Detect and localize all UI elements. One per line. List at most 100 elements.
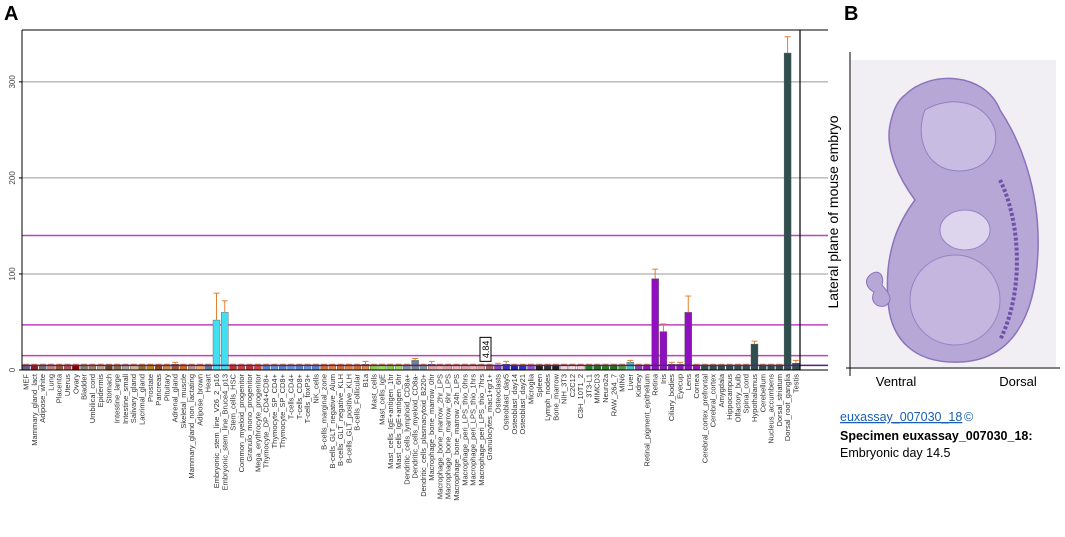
- x-tick-label: Osteoblast_day21: [518, 374, 527, 434]
- bar: [651, 278, 659, 371]
- x-tick-label: Macrophage_peri_LPS_thio_7hrs: [477, 374, 486, 486]
- embryo-limb: [866, 271, 891, 307]
- x-tick-label: Ovary: [71, 374, 80, 394]
- y-tick-label: 0: [8, 367, 17, 372]
- x-tick-label: B-cells_marginal_zone: [320, 374, 329, 450]
- x-tick-label: Intestine_large: [113, 374, 122, 423]
- embryo-panel: Lateral plane of mouse embryo Ventral Do…: [825, 52, 1060, 460]
- x-tick-label: C2C12: [568, 374, 577, 397]
- x-tick-label: Ciliary_bodies: [667, 374, 676, 421]
- x-tick-label: NK_cells: [311, 374, 320, 404]
- x-tick-label: Mast_cells_IgE+antigen_1hr: [386, 374, 395, 469]
- x-tick-label: Macrophage_peri_LPS_thio_1hrs: [469, 374, 478, 486]
- x-tick-label: Macrophage_bone_marrow_6hr_LPS: [444, 374, 453, 499]
- x-tick-label: Olfactory_bulb: [733, 374, 742, 422]
- x-tick-label: Granulo_mono_progenitor: [245, 374, 254, 462]
- x-tick-label: Epidermis: [96, 374, 105, 408]
- specimen-link[interactable]: euxassay_007030_18: [840, 410, 962, 424]
- x-tick-label: Lymph_nodes: [543, 374, 552, 421]
- y-tick-label: 100: [8, 267, 17, 281]
- x-tick-label: Microglia: [527, 373, 536, 404]
- x-tick-label: Liver: [626, 374, 635, 391]
- x-tick-label: Neuro2a: [601, 373, 610, 403]
- x-tick-label: C3H_10T1_2: [576, 374, 585, 419]
- axis-end-label: Dorsal: [999, 374, 1037, 389]
- x-tick-label: Amygdala: [717, 373, 726, 407]
- x-tick-label: Bladder: [80, 374, 89, 400]
- x-tick-label: Mammary_gland_lact: [30, 373, 39, 446]
- x-tick-label: Thymocyte_DP_CD4+CD8+: [262, 373, 271, 468]
- x-tick-label: Mast_cells: [369, 374, 378, 410]
- x-tick-label: Adrenal_gland: [171, 374, 180, 422]
- x-tick-label: Lacrimal_gland: [138, 374, 147, 425]
- x-tick-label: Cerebral_cortex_prefrontal: [700, 374, 709, 464]
- x-tick-label: MIMCD3: [593, 374, 602, 404]
- x-tick-label: T-cells_foxP3+: [303, 373, 312, 423]
- bar: [626, 362, 635, 371]
- x-tick-label: Skeletal_muscle: [179, 374, 188, 429]
- specimen-title: Specimen euxassay_007030_18:: [840, 429, 1033, 443]
- x-tick-label: Thymocyte_SP_CD8+: [278, 373, 287, 448]
- bar: [684, 312, 692, 371]
- x-tick-label: Lung: [46, 374, 55, 391]
- embryo-heart: [939, 209, 991, 251]
- x-tick-label: Osteoblast_day14: [510, 374, 519, 434]
- bar: [212, 319, 221, 371]
- x-tick-label: Macrophage_bone_marrow_24h_LPS: [452, 374, 461, 501]
- x-tick-label: Embryonic_stem_line_Bruce4_p13: [220, 374, 229, 490]
- y-tick-label: 200: [8, 171, 17, 185]
- x-tick-label: Testis: [791, 374, 800, 393]
- bar: [659, 331, 668, 371]
- x-tick-label: Lens: [684, 374, 693, 391]
- x-tick-label: Mammary_gland_non_lactating: [187, 374, 196, 479]
- embryo-head: [920, 101, 997, 172]
- x-tick-label: Dendritic_cells_myeloid_CD8a-: [411, 374, 420, 479]
- x-tick-label: Osteoblast_day5: [502, 374, 511, 430]
- axis-end-label: Ventral: [876, 374, 917, 389]
- x-tick-label: Pituitary: [162, 374, 171, 401]
- x-tick-label: Spleen: [535, 374, 544, 397]
- x-tick-label: B-cells_GLT_positive_KLH: [344, 374, 353, 463]
- x-tick-label: NIH_3T3: [560, 374, 569, 404]
- x-tick-label: Cerebral_cortex: [709, 374, 718, 428]
- x-tick-label: B-cells_GLT_negative_Alum: [328, 374, 337, 469]
- x-tick-label: Spinal_cord: [742, 374, 751, 414]
- embryo-spine: [998, 179, 1019, 341]
- embryo-liver: [909, 254, 1001, 346]
- x-tick-label: Cerebellum: [758, 374, 767, 412]
- x-tick-label: Hypothalamus: [750, 374, 759, 422]
- x-tick-label: Eyecup: [675, 374, 684, 399]
- copyright: ©: [964, 410, 974, 424]
- x-tick-label: Hippocampus: [725, 374, 734, 420]
- panel-label: A: [4, 3, 18, 25]
- median-box: [479, 336, 492, 362]
- y-tick-label: 300: [8, 75, 17, 89]
- x-tick-label: Macrophage_peri_LPS_thio_0hrs: [460, 374, 469, 486]
- x-tick-label: Umbilical_cord: [88, 374, 97, 423]
- x-tick-label: Retinal_pigment_epithelium: [642, 374, 651, 467]
- axis-label: Lateral plane of mouse embryo: [825, 115, 841, 308]
- x-tick-label: Dorsal_striatum: [775, 374, 784, 427]
- x-tick-label: Mast_cells_IgE+antigen_6hr: [394, 374, 403, 469]
- x-tick-label: MEF: [22, 374, 31, 390]
- x-tick-label: MIN6: [618, 374, 627, 392]
- x-tick-label: RAW_264_7: [609, 374, 618, 416]
- specimen-stage: Embryonic day 14.5: [840, 446, 951, 460]
- x-tick-label: T-cells_CD4+: [286, 373, 295, 419]
- x-tick-label: T-cells_CD8+: [295, 373, 304, 419]
- bar: [783, 52, 792, 371]
- x-tick-label: Kidney: [634, 374, 643, 397]
- median-label: 4.84: [481, 341, 491, 359]
- x-tick-label: Osteoclasts: [493, 374, 502, 413]
- x-tick-label: Mega_erythrocyte_progenitor: [253, 374, 262, 472]
- x-tick-label: Bone_marrow: [551, 373, 560, 420]
- x-tick-label: Macrophage_bone_marrow_0hr: [427, 373, 436, 480]
- x-tick-label: Stem_cells_HSC: [229, 373, 238, 430]
- x-tick-label: Iris: [659, 374, 668, 384]
- x-tick-label: Granulocytes_mac1+gr1+: [485, 373, 494, 460]
- x-tick-label: Common_myeloid_progenitor: [237, 374, 246, 473]
- x-tick-label: Heart: [204, 373, 213, 392]
- x-tick-label: Placenta: [55, 373, 64, 403]
- x-tick-label: Dorsal_root_ganglia: [783, 373, 792, 441]
